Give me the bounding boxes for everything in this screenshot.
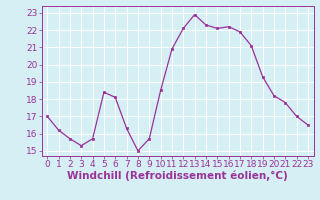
X-axis label: Windchill (Refroidissement éolien,°C): Windchill (Refroidissement éolien,°C): [67, 171, 288, 181]
